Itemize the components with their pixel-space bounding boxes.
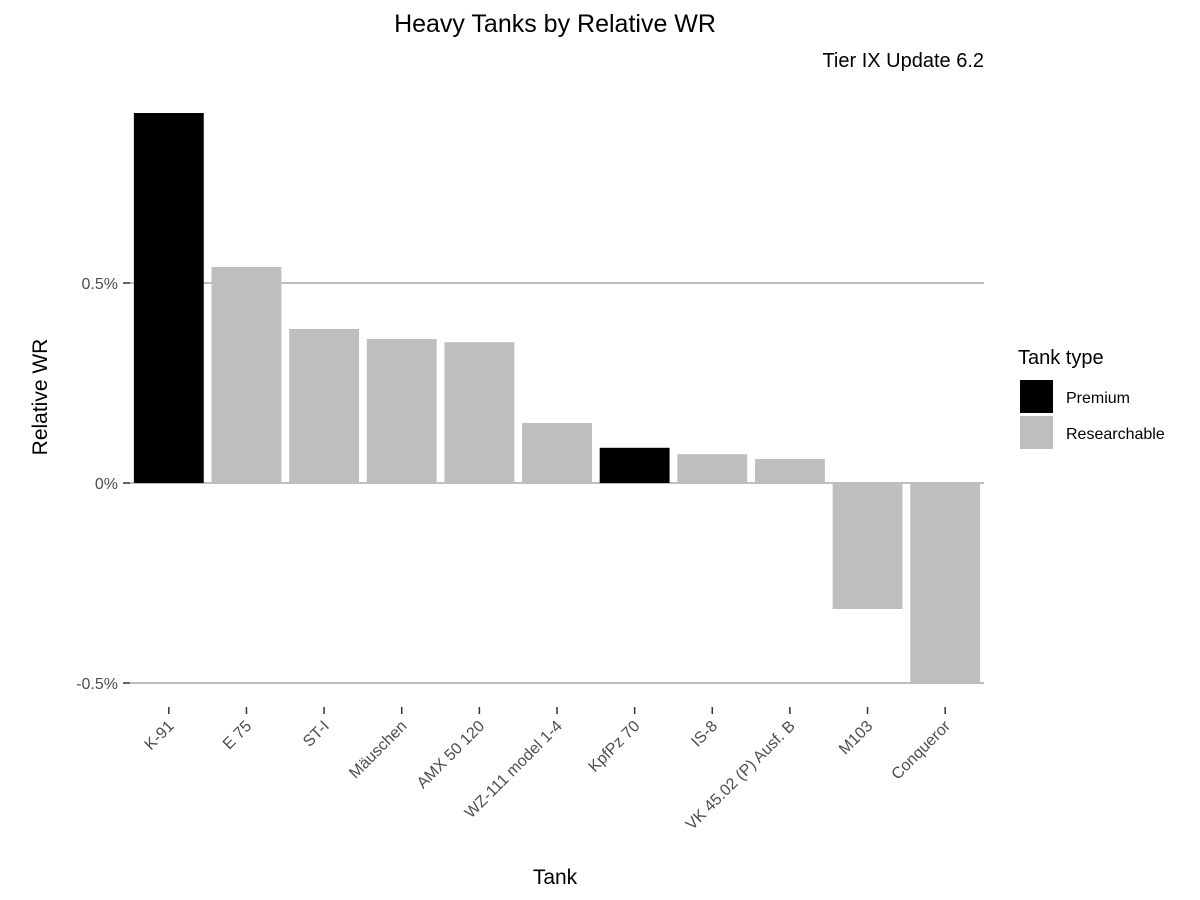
bar bbox=[522, 423, 592, 483]
legend: Tank type Premium Researchable bbox=[1018, 347, 1165, 449]
x-tick-label: ST-I bbox=[300, 718, 333, 751]
bar bbox=[754, 459, 825, 483]
x-tick-label: IS-8 bbox=[688, 718, 721, 751]
legend-title: Tank type bbox=[1018, 347, 1104, 369]
bar bbox=[832, 483, 903, 609]
legend-label-premium: Premium bbox=[1066, 390, 1130, 407]
x-tick-label: K-91 bbox=[142, 718, 178, 754]
y-axis-ticks: -0.5% 0% 0.5% bbox=[76, 276, 130, 693]
x-tick-label: E 75 bbox=[220, 718, 255, 753]
x-tick-label: KpfPz 70 bbox=[586, 718, 644, 776]
x-tick-label: M103 bbox=[836, 718, 876, 758]
chart-title: Heavy Tanks by Relative WR bbox=[394, 10, 716, 38]
bar bbox=[133, 113, 204, 483]
legend-swatch-researchable bbox=[1020, 416, 1053, 449]
bars bbox=[133, 113, 981, 683]
bar bbox=[677, 454, 748, 483]
x-axis-title: Tank bbox=[533, 866, 578, 889]
x-tick-label: AMX 50 120 bbox=[414, 718, 488, 792]
bar bbox=[444, 342, 515, 483]
y-tick-label: 0% bbox=[95, 476, 118, 493]
bar bbox=[599, 447, 670, 483]
x-tick-label: Mäuschen bbox=[346, 718, 410, 782]
y-axis-title: Relative WR bbox=[29, 339, 52, 456]
chart-subtitle: Tier IX Update 6.2 bbox=[822, 50, 984, 72]
bar bbox=[211, 267, 282, 483]
x-tick-label: Conqueror bbox=[889, 717, 955, 783]
bar bbox=[289, 329, 360, 483]
bar bbox=[910, 483, 981, 683]
y-tick-label: -0.5% bbox=[76, 676, 118, 693]
legend-label-researchable: Researchable bbox=[1066, 426, 1165, 443]
legend-swatch-premium bbox=[1020, 380, 1053, 413]
y-tick-label: 0.5% bbox=[82, 276, 118, 293]
bar bbox=[366, 339, 437, 483]
